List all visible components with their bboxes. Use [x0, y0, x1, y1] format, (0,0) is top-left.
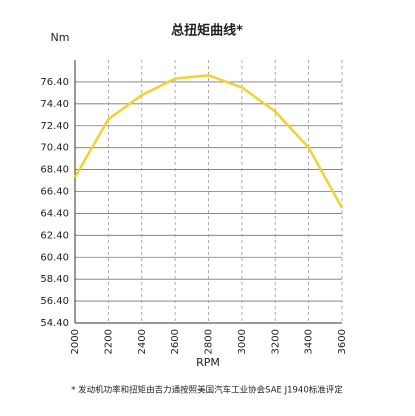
- x-tick-label: 2400: [137, 329, 148, 354]
- x-tick-label: 3200: [270, 329, 281, 354]
- chart-title: 总扭矩曲线*: [171, 23, 243, 39]
- y-tick-label: 76.40: [40, 77, 69, 88]
- y-tick-label: 74.40: [40, 99, 69, 110]
- x-tick-label: 2800: [204, 329, 215, 354]
- y-tick-label: 72.40: [40, 121, 69, 132]
- x-tick-label: 3400: [304, 329, 315, 354]
- y-tick-label: 70.40: [40, 143, 69, 154]
- y-axis-label: Nm: [51, 31, 70, 44]
- data-line: [73, 74, 344, 209]
- x-tick-label: 3000: [237, 329, 248, 354]
- y-tick-label: 60.40: [40, 252, 69, 263]
- x-tick-label: 2600: [170, 329, 181, 354]
- x-tick-label: 3600: [337, 329, 348, 354]
- y-tick-label: 54.40: [40, 318, 69, 329]
- x-tick-label: 2200: [103, 329, 114, 354]
- y-tick-label: 68.40: [40, 165, 69, 176]
- footnote: * 发动机功率和扭矩由吉力通按照美国汽车工业协会SAE J1940标准评定: [71, 385, 343, 396]
- y-tick-label: 58.40: [40, 274, 69, 285]
- x-axis-label: RPM: [196, 356, 220, 369]
- y-tick-label: 62.40: [40, 230, 69, 241]
- y-tick-label: 66.40: [40, 187, 69, 198]
- y-tick-label: 64.40: [40, 208, 69, 219]
- y-tick-label: 56.40: [40, 296, 69, 307]
- x-tick-label: 2000: [70, 329, 81, 354]
